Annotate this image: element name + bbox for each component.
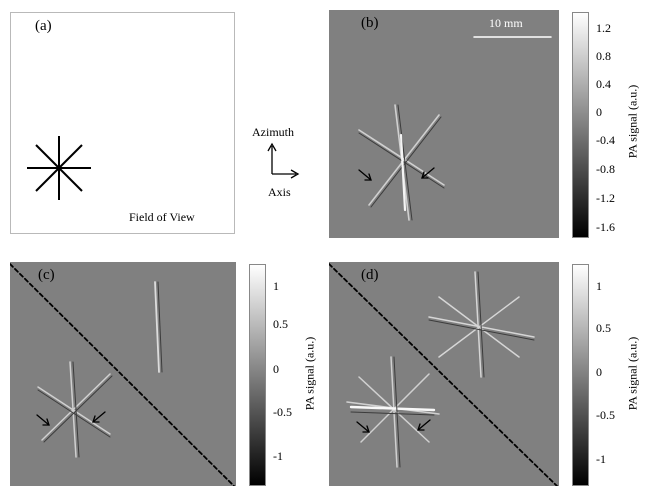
cbar-b-tick: -1.6 — [596, 220, 615, 234]
panel-b-image: (b) 10 mm — [329, 10, 559, 238]
field-of-view-caption: Field of View — [129, 210, 195, 224]
colorbar-b-label: PA signal (a.u.) — [625, 84, 640, 159]
cbar-d-tick: -1 — [596, 452, 606, 466]
star-target-icon — [27, 136, 91, 200]
orientation-arrows-icon — [267, 142, 300, 179]
panel-d-image: (d) — [329, 262, 559, 486]
cbar-b-tick: 0 — [596, 105, 602, 119]
cbar-b-tick: 0.8 — [596, 49, 611, 63]
colorbar-c — [249, 264, 266, 486]
colorbar-d — [572, 264, 589, 486]
cbar-d-tick: 0 — [596, 365, 602, 379]
axis-label: Axis — [268, 185, 291, 199]
azimuth-label: Azimuth — [252, 125, 294, 139]
cbar-c-tick: -1 — [273, 449, 283, 463]
scale-bar-label: 10 mm — [489, 16, 523, 30]
panel-a-field-of-view: (a) Field of View — [10, 12, 235, 234]
cbar-b-tick: -1.2 — [596, 191, 615, 205]
cbar-c-tick: -0.5 — [273, 405, 292, 419]
cbar-c-tick: 0 — [273, 362, 279, 376]
colorbar-d-label: PA signal (a.u.) — [625, 336, 640, 411]
cbar-d-tick: 0.5 — [596, 321, 611, 335]
cbar-c-tick: 0.5 — [273, 317, 288, 331]
cbar-b-tick: 1.2 — [596, 21, 611, 35]
cbar-c-tick: 1 — [273, 279, 279, 293]
panel-d-label: (d) — [361, 267, 379, 283]
cbar-d-tick: 1 — [596, 279, 602, 293]
panel-c-image: (c) — [10, 262, 236, 486]
cbar-d-tick: -0.5 — [596, 408, 615, 422]
cbar-b-tick: 0.4 — [596, 77, 611, 91]
colorbar-c-label: PA signal (a.u.) — [302, 336, 317, 411]
panel-b-label: (b) — [361, 15, 379, 31]
colorbar-b — [572, 12, 589, 238]
panel-c-label: (c) — [38, 267, 55, 283]
cbar-b-tick: -0.8 — [596, 162, 615, 176]
panel-a-label: (a) — [35, 18, 52, 34]
cbar-b-tick: -0.4 — [596, 133, 615, 147]
